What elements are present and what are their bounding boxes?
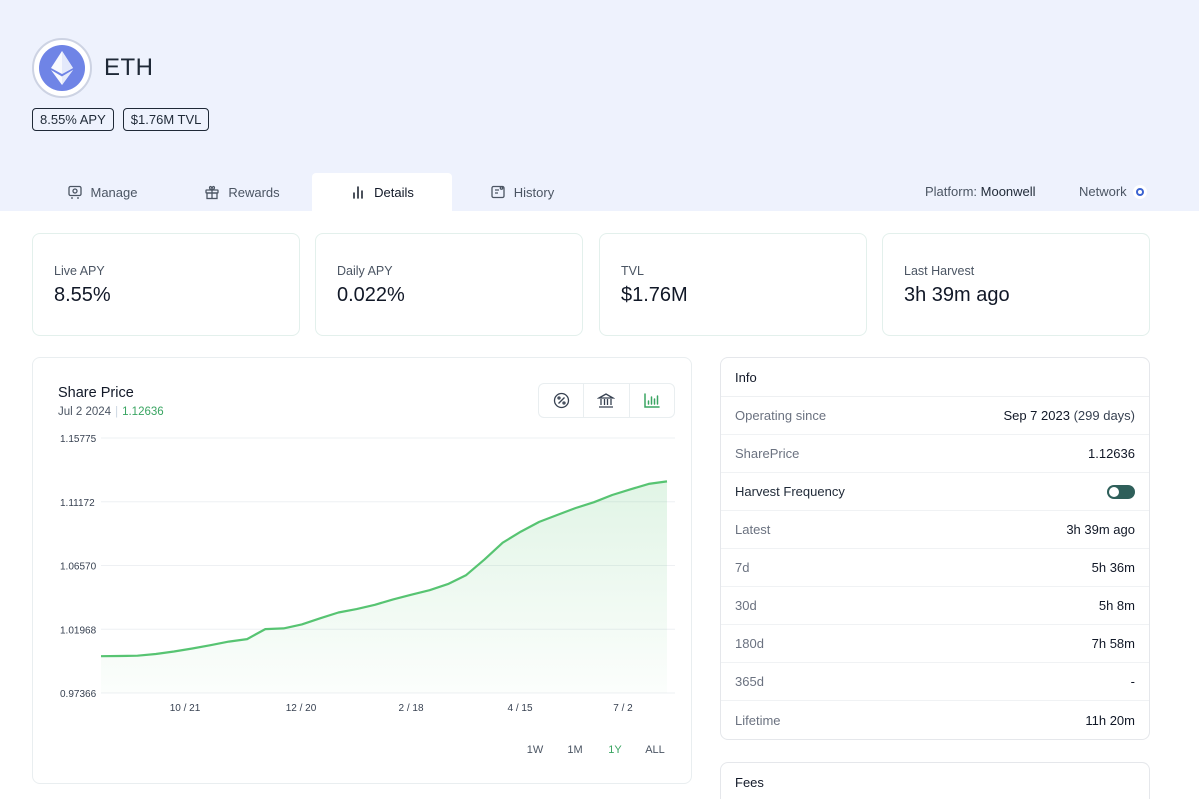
tab-manage[interactable]: Manage [32, 173, 172, 211]
y-tick-label: 1.11172 [60, 498, 95, 509]
y-tick-label: 1.15775 [60, 434, 97, 445]
range-1m[interactable]: 1M [567, 744, 583, 756]
stat-label: Live APY [54, 264, 105, 278]
info-key: Lifetime [735, 712, 781, 728]
stat-value: 8.55% [54, 284, 111, 306]
y-tick-label: 0.97366 [60, 689, 97, 700]
info-value: Sep 7 2023 [1003, 408, 1070, 423]
tvl-badge: $1.76M TVL [122, 108, 210, 131]
info-card: Info Operating since Sep 7 2023 (299 day… [720, 357, 1150, 740]
info-title: Info [721, 358, 1149, 397]
x-tick-label: 2 / 18 [398, 703, 423, 714]
stat-value: 3h 39m ago [904, 284, 1010, 306]
info-value-extra: (299 days) [1073, 408, 1135, 423]
info-row-latest: Latest 3h 39m ago [721, 511, 1149, 549]
stat-value: 0.022% [337, 284, 405, 306]
info-row-365d: 365d - [721, 663, 1149, 701]
range-selector: 1W 1M 1Y ALL [515, 744, 675, 756]
tab-history[interactable]: History [452, 173, 592, 211]
share-price-mode-button[interactable] [630, 384, 674, 417]
percent-icon [553, 392, 569, 409]
stat-label: Last Harvest [904, 264, 975, 278]
gift-icon [205, 185, 219, 200]
network-icon [1132, 184, 1147, 199]
stat-label: TVL [621, 264, 644, 278]
x-tick-label: 4 / 15 [507, 703, 532, 714]
info-row-lifetime: Lifetime 11h 20m [721, 701, 1149, 739]
fees-title: Fees [735, 775, 764, 790]
y-tick-label: 1.01968 [60, 625, 97, 636]
info-key: 180d [735, 636, 764, 651]
info-key: 365d [735, 674, 764, 689]
y-tick-label: 1.06570 [60, 562, 97, 573]
stat-label: Daily APY [337, 264, 393, 278]
stat-value: $1.76M [621, 284, 688, 306]
info-value: 5h 36m [1091, 560, 1135, 575]
info-row-operating-since: Operating since Sep 7 2023 (299 days) [721, 397, 1149, 435]
range-all[interactable]: ALL [645, 744, 665, 756]
bar-chart-icon [644, 393, 660, 408]
platform-value[interactable]: Moonwell [980, 184, 1036, 199]
x-tick-label: 12 / 20 [286, 703, 317, 714]
x-tick-label: 10 / 21 [170, 703, 201, 714]
info-value: 7h 58m [1091, 636, 1135, 651]
x-tick-label: 7 / 2 [613, 703, 633, 714]
history-icon [491, 185, 505, 199]
fees-card: Fees [720, 762, 1150, 799]
network-selector[interactable]: Network [1079, 184, 1147, 199]
info-value: 1.12636 [1088, 446, 1135, 461]
stat-live-apy: Live APY 8.55% [32, 233, 300, 336]
range-1w[interactable]: 1W [526, 744, 544, 756]
manage-icon [67, 185, 82, 199]
info-value: 3h 39m ago [1066, 522, 1135, 537]
share-price-chart: 1.15775 1.11172 1.06570 1.01968 0.97366 10 / … [60, 434, 675, 714]
info-value: 11h 20m [1085, 712, 1135, 728]
info-key: 30d [735, 598, 757, 613]
info-key: Harvest Frequency [735, 484, 845, 499]
share-price-chart-card: 1.15775 1.11172 1.06570 1.01968 0.97366 10 / … [32, 357, 692, 784]
info-row-7d: 7d 5h 36m [721, 549, 1149, 587]
info-row-30d: 30d 5h 8m [721, 587, 1149, 625]
tab-rewards[interactable]: Rewards [172, 173, 312, 211]
info-row-harvest-frequency: Harvest Frequency [721, 473, 1149, 511]
info-value: - [1130, 674, 1135, 689]
asset-name: ETH [104, 54, 154, 81]
info-row-shareprice: SharePrice 1.12636 [721, 435, 1149, 473]
ethereum-icon [51, 51, 73, 85]
platform-label: Platform: [925, 184, 978, 199]
tab-details[interactable]: Details [312, 173, 452, 211]
range-1y[interactable]: 1Y [608, 744, 622, 756]
bar-chart-icon [353, 186, 363, 199]
share-price-line [100, 480, 668, 658]
info-key: SharePrice [735, 446, 800, 461]
tab-rewards-label: Rewards [228, 184, 280, 200]
tab-manage-label: Manage [90, 184, 138, 200]
chart-sub-value: 1.12636 [122, 406, 164, 418]
stat-daily-apy: Daily APY 0.022% [315, 233, 583, 336]
info-value: 5h 8m [1098, 598, 1135, 613]
platform-info: Platform: Moonwell [925, 184, 1036, 199]
network-label: Network [1079, 184, 1127, 199]
info-key: Latest [735, 522, 771, 537]
harvest-frequency-toggle[interactable] [1107, 484, 1135, 499]
tab-bar: Manage Rewards Details History [32, 173, 592, 211]
tvl-mode-button[interactable] [584, 384, 630, 417]
info-key: Operating since [735, 408, 827, 423]
info-key: 7d [735, 560, 750, 575]
tab-history-label: History [513, 184, 555, 200]
tab-details-label: Details [374, 184, 414, 200]
stat-tvl: TVL $1.76M [599, 233, 867, 336]
bank-icon [597, 393, 616, 408]
chart-sub-date: Jul 2 2024 [58, 406, 112, 418]
asset-header: ETH 8.55% APY $1.76M TVL Manage Rewards … [0, 0, 1199, 211]
chart-subtitle: Jul 2 2024 | 1.12636 [58, 406, 164, 418]
info-row-180d: 180d 7h 58m [721, 625, 1149, 663]
apy-badge: 8.55% APY [32, 108, 114, 131]
chart-title: Share Price [58, 385, 134, 401]
apy-mode-button[interactable] [539, 384, 585, 417]
share-price-area [101, 481, 667, 693]
stat-last-harvest: Last Harvest 3h 39m ago [882, 233, 1150, 336]
chart-mode-buttons [538, 383, 675, 418]
eth-logo [32, 38, 92, 98]
